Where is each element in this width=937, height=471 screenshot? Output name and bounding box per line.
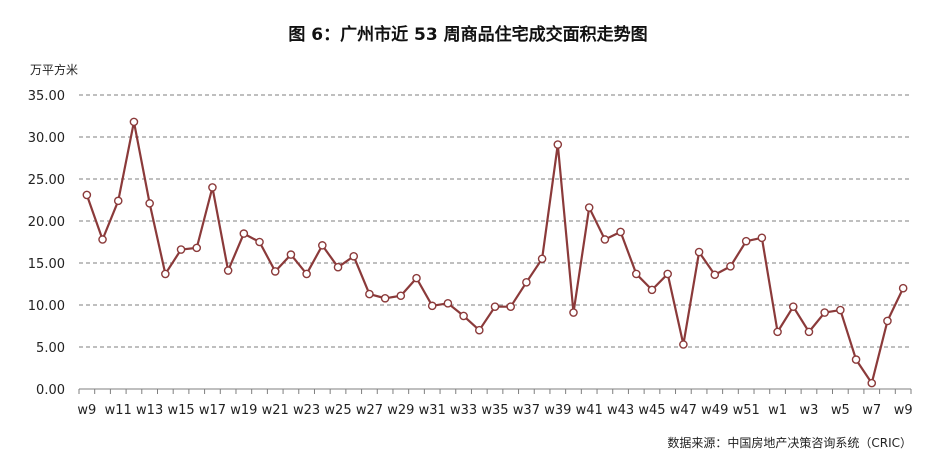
data-point <box>584 203 594 212</box>
data-point <box>741 236 751 246</box>
x-tick-label: w1 <box>768 403 787 418</box>
x-tick-label: w19 <box>230 403 257 418</box>
x-tick-label: w35 <box>481 403 508 418</box>
x-tick-label: w31 <box>419 403 446 418</box>
data-point <box>569 308 578 317</box>
data-point <box>443 299 453 308</box>
data-point <box>333 262 343 272</box>
x-tick-label: w49 <box>701 403 728 418</box>
chart-title: 图 6：广州市近 53 周商品住宅成交面积走势图 <box>288 24 647 45</box>
x-tick-label: w21 <box>262 403 289 418</box>
data-point <box>365 289 374 299</box>
data-point <box>883 316 892 326</box>
data-point <box>757 233 767 243</box>
data-point <box>820 308 829 317</box>
data-point <box>788 302 798 311</box>
x-tick-label: w7 <box>862 403 881 418</box>
x-tick-label: w51 <box>733 403 760 418</box>
data-point <box>616 227 625 237</box>
data-point <box>475 325 484 335</box>
data-point <box>270 267 280 276</box>
data-point <box>113 196 123 206</box>
series-area-volume <box>82 117 908 388</box>
data-point <box>647 285 657 295</box>
data-point <box>537 254 547 264</box>
data-point <box>773 327 782 337</box>
data-point <box>98 235 107 244</box>
series-line <box>85 120 905 385</box>
data-point <box>867 378 877 388</box>
x-tick-label: w39 <box>544 403 571 418</box>
data-source-note: 数据来源：中国房地产决策咨询系统（CRIC） <box>667 435 912 450</box>
x-tick-label: w27 <box>356 403 383 418</box>
data-point <box>522 278 531 287</box>
data-point <box>600 235 610 244</box>
y-tick-label: 30.00 <box>28 131 65 146</box>
y-tick-label: 0.00 <box>36 383 65 398</box>
data-point <box>553 140 563 149</box>
x-tick-label: w15 <box>167 403 194 418</box>
data-point <box>223 266 233 275</box>
data-point <box>396 291 406 301</box>
y-axis-unit-label: 万平方米 <box>30 62 78 77</box>
x-tick-label: w47 <box>670 403 697 418</box>
y-tick-label: 35.00 <box>28 89 65 104</box>
data-point <box>145 199 154 208</box>
data-point <box>506 302 515 311</box>
x-tick-label: w3 <box>800 403 819 418</box>
data-point <box>710 270 720 280</box>
data-point <box>286 250 296 259</box>
data-point <box>129 117 139 127</box>
data-point <box>161 269 170 279</box>
y-tick-label: 20.00 <box>28 215 65 230</box>
x-tick-label: w43 <box>607 403 634 418</box>
data-point <box>349 251 359 261</box>
x-tick-label: w41 <box>576 403 603 418</box>
data-point <box>255 237 264 247</box>
data-point <box>176 245 186 254</box>
y-tick-label: 5.00 <box>36 341 65 356</box>
x-tick-label: w13 <box>136 403 163 418</box>
y-axis-ticks: 0.00 5.00 10.00 15.00 20.00 25.00 30.00 35.00 <box>28 89 65 398</box>
x-tick-label: w37 <box>513 403 540 418</box>
x-axis-ticks: w9 w11 w13 w15 w17 w19 w21 w23 w25 w27 w29 w31 w33 w3… <box>77 389 913 418</box>
data-point <box>82 190 92 200</box>
x-tick-label: w45 <box>638 403 665 418</box>
data-point <box>490 302 500 311</box>
x-tick-label: w11 <box>105 403 132 418</box>
data-point <box>631 269 641 279</box>
y-tick-label: 10.00 <box>28 299 65 314</box>
data-point <box>239 229 249 238</box>
x-tick-label: w5 <box>831 403 850 418</box>
data-point <box>427 301 437 311</box>
x-tick-label: w9 <box>894 403 913 418</box>
x-tick-label: w9 <box>77 403 96 418</box>
x-tick-label: w33 <box>450 403 477 418</box>
y-tick-label: 15.00 <box>28 257 65 272</box>
data-point <box>192 243 202 253</box>
data-point <box>804 327 814 337</box>
y-tick-label: 25.00 <box>28 173 65 188</box>
data-point <box>302 269 311 279</box>
data-point <box>412 273 421 283</box>
data-point <box>380 293 390 303</box>
data-point <box>663 269 672 279</box>
data-point <box>694 247 704 257</box>
data-point <box>459 311 468 321</box>
data-point <box>836 305 845 315</box>
data-point <box>318 241 327 250</box>
x-tick-label: w23 <box>293 403 320 418</box>
data-point <box>208 183 217 192</box>
x-tick-label: w29 <box>387 403 414 418</box>
data-point <box>679 340 688 349</box>
data-point <box>898 283 908 293</box>
x-tick-label: w25 <box>324 403 351 418</box>
x-tick-label: w17 <box>199 403 226 418</box>
grid-lines <box>79 94 911 390</box>
data-point <box>851 355 861 364</box>
data-point <box>726 262 735 271</box>
